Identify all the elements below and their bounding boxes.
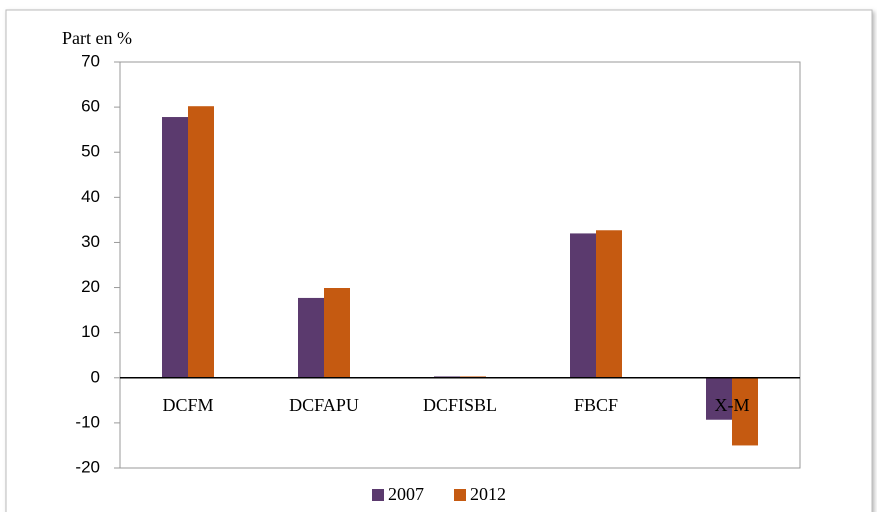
bar	[706, 377, 732, 420]
plot-border	[119, 61, 801, 469]
y-tick-label: -20	[75, 457, 100, 476]
bar	[298, 297, 324, 378]
y-tick-label: 70	[81, 51, 100, 70]
legend-swatch	[372, 489, 384, 501]
y-tick-label: 0	[91, 367, 100, 386]
x-tick-label: DCFISBL	[423, 395, 497, 415]
bar	[570, 233, 596, 378]
y-tick-label: 50	[81, 142, 100, 161]
legend-swatch	[454, 489, 466, 501]
x-tick-label: DCFAPU	[289, 395, 359, 415]
y-axis-label: Part en %	[62, 28, 132, 48]
y-tick-label: -10	[75, 412, 100, 431]
bar	[732, 377, 758, 446]
y-tick-label: 60	[81, 97, 100, 116]
y-tick-label: 40	[81, 187, 100, 206]
legend-label: 2012	[470, 484, 506, 504]
legend-label: 2007	[388, 484, 424, 504]
x-tick-label: FBCF	[574, 395, 618, 415]
bar	[596, 230, 622, 378]
y-tick-label: 30	[81, 232, 100, 251]
bar	[324, 288, 350, 378]
bar	[162, 117, 188, 378]
x-tick-label: DCFM	[162, 395, 213, 415]
x-tick-label: X-M	[715, 395, 750, 415]
y-tick-label: 10	[81, 322, 100, 341]
y-tick-label: 20	[81, 277, 100, 296]
chart-frame	[5, 9, 873, 512]
bar	[188, 106, 214, 378]
